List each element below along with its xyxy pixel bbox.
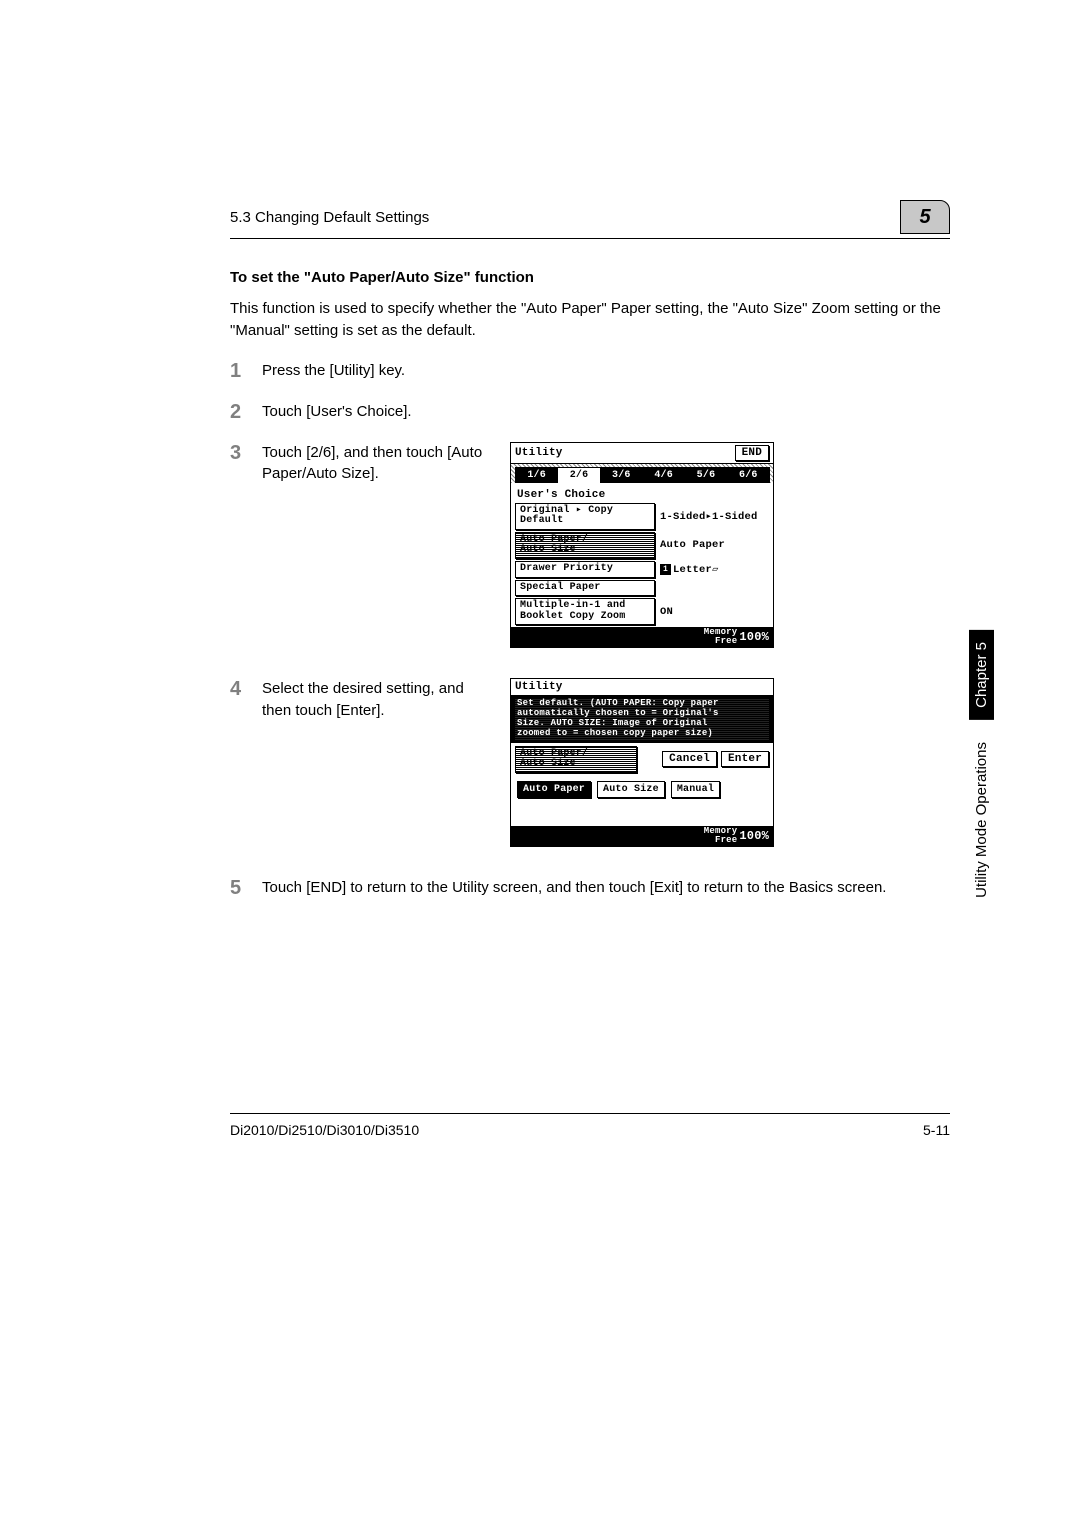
product-label: Di2010/Di2510/Di3010/Di3510 [230, 1122, 419, 1138]
lcd-screenshot-1: Utility END 1/6 2/6 3/6 4/6 5/6 6/6 User… [510, 442, 774, 649]
tab-5-6[interactable]: 5/6 [684, 467, 727, 483]
side-title-tab: Utility Mode Operations [969, 730, 994, 910]
step-3: 3 Touch [2/6], and then touch [Auto Pape… [230, 442, 950, 649]
page-number: 5-11 [923, 1122, 950, 1138]
side-tabs: Chapter 5 Utility Mode Operations [969, 630, 994, 910]
page-footer: Di2010/Di2510/Di3010/Di3510 5-11 [230, 1113, 950, 1138]
step-list: 1 Press the [Utility] key. 2 Touch [User… [230, 360, 950, 900]
auto-paper-auto-size-button[interactable]: Auto Paper/ Auto Size [515, 532, 655, 559]
lcd-section: User's Choice [515, 487, 769, 503]
lcd-title: Utility [515, 681, 769, 693]
cancel-button[interactable]: Cancel [662, 751, 717, 767]
tab-1-6[interactable]: 1/6 [515, 467, 558, 483]
drawer-size-text: Letter▱ [673, 563, 719, 576]
original-copy-default-button[interactable]: Original ▸ Copy Default [515, 503, 655, 530]
manual-choice[interactable]: Manual [671, 781, 720, 798]
tab-4-6[interactable]: 4/6 [642, 467, 685, 483]
chapter-badge: 5 [900, 200, 950, 234]
memory-free-value: 100% [739, 830, 769, 842]
auto-paper-choice[interactable]: Auto Paper [517, 781, 591, 798]
step-number: 4 [230, 678, 248, 701]
lcd-screenshot-2: Utility Set default. (AUTO PAPER: Copy p… [510, 678, 774, 847]
special-paper-value [658, 580, 769, 597]
memory-free-value: 100% [739, 631, 769, 643]
step-2: 2 Touch [User's Choice]. [230, 401, 950, 424]
lcd-footer: Memory Free 100% [511, 826, 773, 846]
step-number: 2 [230, 401, 248, 424]
step-4: 4 Select the desired setting, and then t… [230, 678, 950, 847]
step-number: 1 [230, 360, 248, 383]
step-number: 3 [230, 442, 248, 465]
tab-2-6[interactable]: 2/6 [557, 467, 600, 483]
step-text: Select the desired setting, and then tou… [262, 678, 492, 722]
auto-size-choice[interactable]: Auto Size [597, 781, 665, 798]
step-text: Press the [Utility] key. [262, 360, 950, 382]
tab-3-6[interactable]: 3/6 [600, 467, 643, 483]
section-label: 5.3 Changing Default Settings [230, 209, 900, 226]
lcd-tabs: 1/6 2/6 3/6 4/6 5/6 6/6 [511, 464, 773, 483]
multiple-in-1-button[interactable]: Multiple-in-1 and Booklet Copy Zoom [515, 598, 655, 625]
end-button[interactable]: END [735, 445, 769, 461]
special-paper-button[interactable]: Special Paper [515, 580, 655, 597]
lcd-footer: Memory Free 100% [511, 627, 773, 647]
step-5: 5 Touch [END] to return to the Utility s… [230, 877, 950, 900]
step-number: 5 [230, 877, 248, 900]
memory-free-label: Memory Free [704, 827, 738, 845]
enter-button[interactable]: Enter [721, 751, 769, 767]
lcd-title: Utility [515, 447, 731, 459]
drawer-priority-value: 1 Letter▱ [658, 561, 769, 578]
auto-paper-value: Auto Paper [658, 532, 769, 559]
choice-row: Auto Paper Auto Size Manual [511, 775, 773, 826]
step-text: Touch [END] to return to the Utility scr… [262, 877, 950, 899]
multiple-in-1-value: ON [658, 598, 769, 625]
step-1: 1 Press the [Utility] key. [230, 360, 950, 383]
setting-label-button: Auto Paper/ Auto Size [515, 746, 637, 773]
side-chapter-tab: Chapter 5 [969, 630, 994, 720]
original-copy-value: 1-Sided▸1-Sided [658, 503, 769, 530]
step-text: Touch [User's Choice]. [262, 401, 950, 423]
subheading: To set the "Auto Paper/Auto Size" functi… [230, 269, 950, 286]
drawer-number-icon: 1 [660, 564, 671, 575]
page-header: 5.3 Changing Default Settings 5 [230, 200, 950, 239]
memory-free-label: Memory Free [704, 628, 738, 646]
step-text: Touch [2/6], and then touch [Auto Paper/… [262, 442, 492, 486]
tab-6-6[interactable]: 6/6 [727, 467, 770, 483]
intro-paragraph: This function is used to specify whether… [230, 298, 950, 342]
drawer-priority-button[interactable]: Drawer Priority [515, 561, 655, 578]
lcd-info-text: Set default. (AUTO PAPER: Copy paper aut… [511, 695, 773, 743]
